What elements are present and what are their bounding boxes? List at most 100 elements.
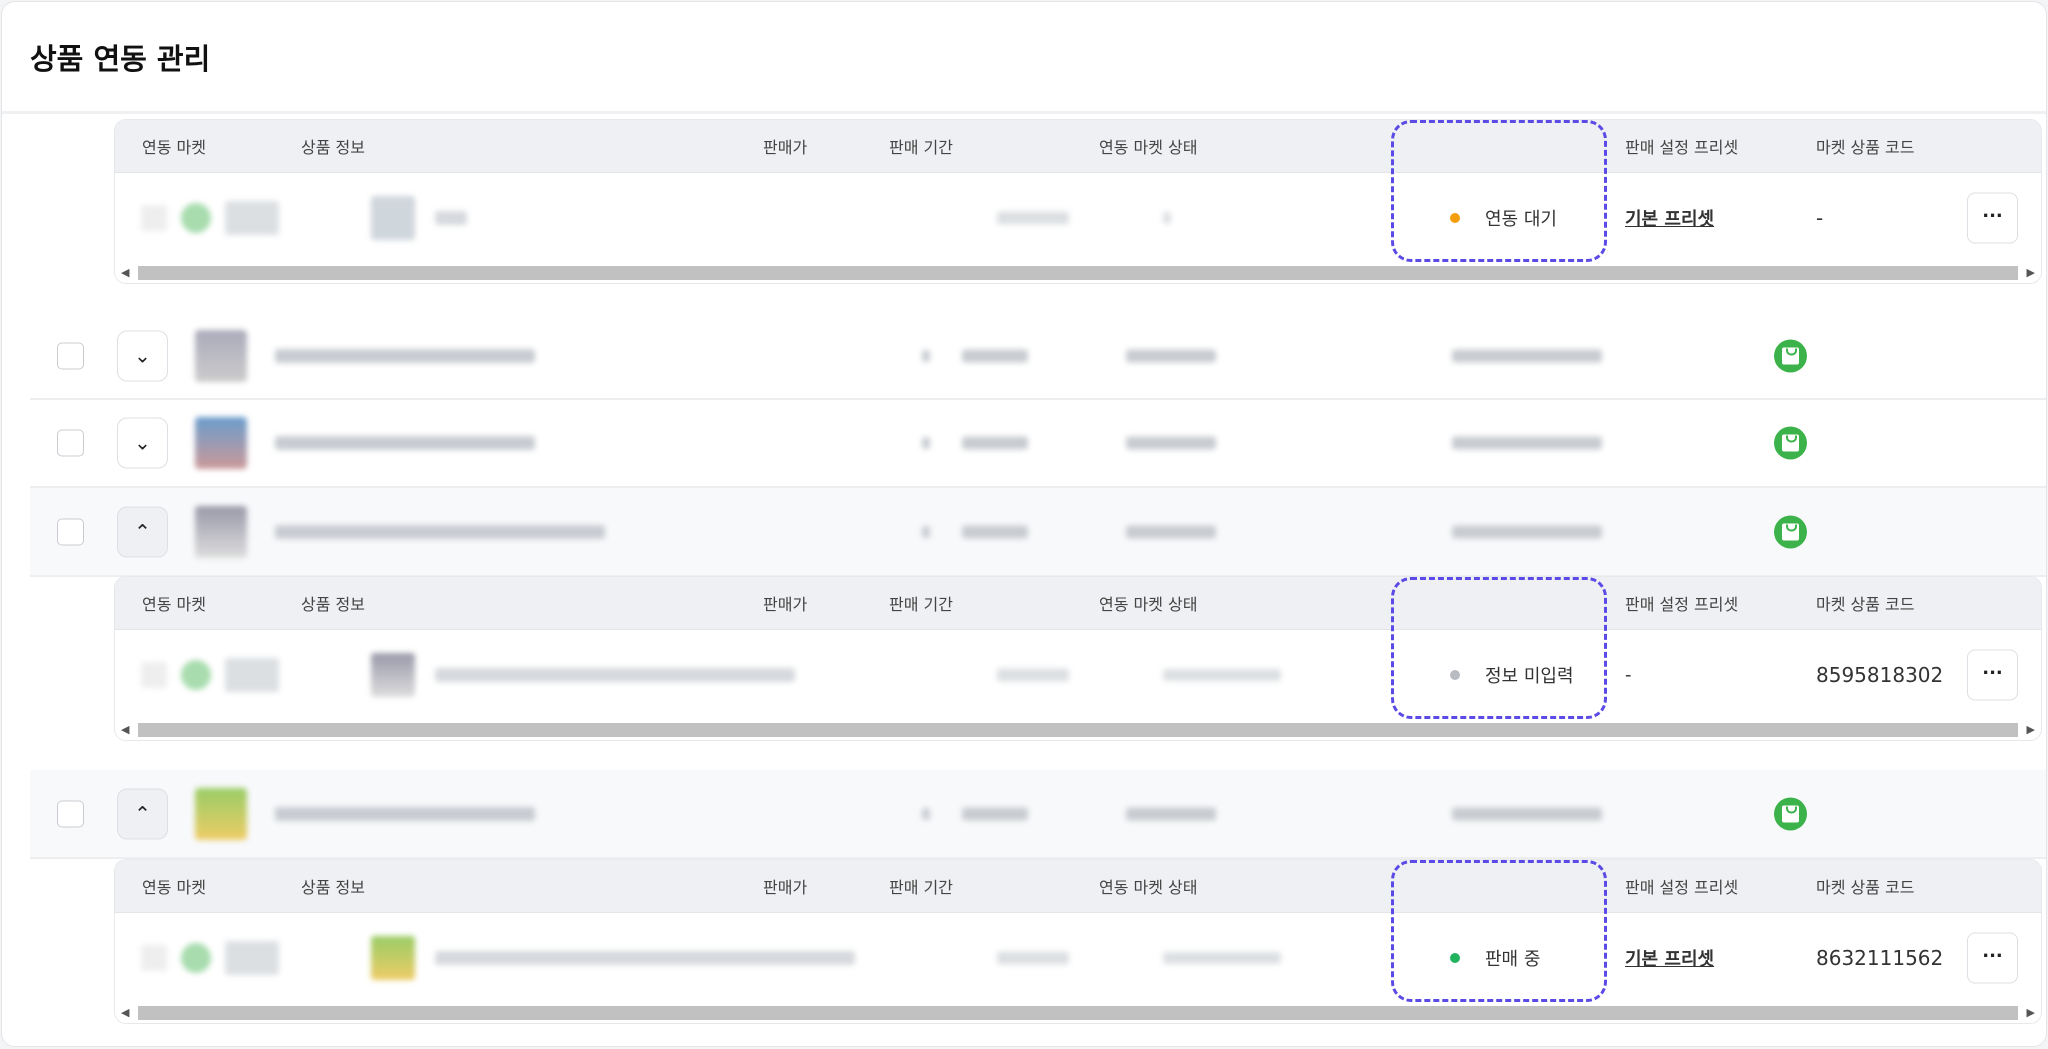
ellipsis-icon: ··· [1982, 945, 2003, 967]
product-row[interactable]: ⌄ [30, 400, 2046, 488]
blurred-value [962, 807, 1028, 820]
blurred-value [1126, 807, 1216, 820]
column-header: 연동 마켓 상태 [1099, 138, 1198, 157]
chevron-down-icon: ⌄ [134, 430, 151, 455]
column-header: 판매 설정 프리셋 [1625, 878, 1739, 897]
column-header: 판매가 [763, 878, 808, 897]
column-header: 마켓 상품 코드 [1816, 595, 1915, 614]
naver-smartstore-icon [1774, 797, 1807, 830]
blurred-value [1452, 525, 1602, 538]
column-header: 상품 정보 [301, 878, 365, 897]
scrollbar-thumb[interactable] [138, 266, 2018, 280]
row-checkbox[interactable] [57, 518, 84, 545]
product-thumbnail-blurred [371, 936, 415, 980]
column-header: 연동 마켓 상태 [1099, 878, 1198, 897]
subtable-header: 연동 마켓 상품 정보 판매가 판매 기간 연동 마켓 상태 판매 설정 프리셋 마켓 상품… [115, 577, 2041, 630]
chevron-down-icon: ⌄ [134, 343, 151, 368]
more-options-button[interactable]: ··· [1967, 649, 2018, 701]
header-divider [2, 111, 2046, 114]
product-thumbnail [195, 787, 247, 840]
expand-button[interactable]: ⌄ [117, 330, 168, 382]
row-checkbox-blurred [141, 662, 167, 688]
column-header: 연동 마켓 [142, 595, 206, 614]
blurred-value [1126, 436, 1216, 450]
row-checkbox-blurred [141, 945, 167, 971]
product-thumbnail-blurred [371, 196, 415, 240]
highlight-status-column [1391, 577, 1607, 719]
collapse-button[interactable]: ⌃ [117, 788, 168, 839]
column-header: 상품 정보 [301, 595, 365, 614]
product-row[interactable]: ⌃ [30, 770, 2046, 859]
more-options-button[interactable]: ··· [1967, 192, 2018, 244]
price-blurred [997, 211, 1069, 225]
blurred-value [922, 437, 930, 449]
column-header: 판매가 [763, 595, 808, 614]
market-logo-blurred [181, 660, 211, 690]
horizontal-scrollbar[interactable]: ◀ ▶ [115, 1003, 2041, 1023]
column-header: 판매 기간 [889, 595, 953, 614]
column-header: 상품 정보 [301, 138, 365, 157]
blurred-value [1126, 349, 1216, 363]
page-title: 상품 연동 관리 [30, 42, 211, 76]
product-row[interactable]: ⌃ [30, 488, 2046, 577]
status-dot-icon [1450, 213, 1460, 223]
product-name-blurred [435, 211, 467, 225]
column-header: 판매 기간 [889, 138, 953, 157]
preset-value: - [1625, 664, 1632, 686]
column-header: 마켓 상품 코드 [1816, 138, 1915, 157]
period-blurred [1163, 212, 1171, 224]
horizontal-scrollbar[interactable]: ◀ ▶ [115, 263, 2041, 283]
market-name-blurred [225, 658, 279, 692]
product-name-blurred [275, 436, 535, 450]
sync-status: 정보 미입력 [1485, 666, 1574, 687]
product-thumbnail [195, 330, 247, 382]
row-checkbox[interactable] [57, 429, 84, 457]
product-name-blurred [275, 349, 535, 363]
row-checkbox[interactable] [57, 342, 84, 370]
blurred-value [962, 349, 1028, 363]
highlight-status-column [1391, 120, 1607, 262]
product-thumbnail-blurred [371, 653, 415, 697]
collapse-button[interactable]: ⌃ [117, 506, 168, 557]
scrollbar-thumb[interactable] [138, 1006, 2018, 1020]
scroll-right-icon[interactable]: ▶ [2026, 723, 2035, 736]
market-name-blurred [225, 201, 279, 235]
product-name-blurred [435, 668, 795, 682]
market-subtable: 연동 마켓 상품 정보 판매가 판매 기간 연동 마켓 상태 판매 설정 프리셋 마켓 상품… [114, 859, 2042, 1024]
scroll-left-icon[interactable]: ◀ [121, 1006, 130, 1019]
subtable-row: 연동 대기 기본 프리셋 - ··· [115, 173, 2041, 263]
product-name-blurred [275, 806, 535, 821]
column-header: 판매 기간 [889, 878, 953, 897]
price-blurred [997, 668, 1069, 682]
blurred-value [922, 350, 930, 362]
blurred-value [922, 807, 930, 820]
scroll-left-icon[interactable]: ◀ [121, 723, 130, 736]
more-options-button[interactable]: ··· [1967, 932, 2018, 984]
blurred-value [1452, 436, 1602, 450]
market-logo-blurred [181, 203, 211, 233]
column-header: 연동 마켓 [142, 138, 206, 157]
price-blurred [997, 951, 1069, 965]
status-dot-icon [1450, 670, 1460, 680]
highlight-status-column [1391, 860, 1607, 1002]
scroll-right-icon[interactable]: ▶ [2026, 266, 2035, 279]
product-row[interactable]: ⌄ [30, 314, 2046, 400]
product-name-blurred [275, 524, 605, 539]
scroll-left-icon[interactable]: ◀ [121, 266, 130, 279]
column-header: 마켓 상품 코드 [1816, 878, 1915, 897]
preset-link[interactable]: 기본 프리셋 [1625, 209, 1715, 230]
market-subtable: 연동 마켓 상품 정보 판매가 판매 기간 연동 마켓 상태 판매 설정 프리셋 마켓 상품… [114, 119, 2042, 284]
column-header: 연동 마켓 상태 [1099, 595, 1198, 614]
market-subtable: 연동 마켓 상품 정보 판매가 판매 기간 연동 마켓 상태 판매 설정 프리셋 마켓 상품… [114, 576, 2042, 741]
scroll-right-icon[interactable]: ▶ [2026, 1006, 2035, 1019]
period-blurred [1163, 952, 1281, 964]
column-header: 판매 설정 프리셋 [1625, 595, 1739, 614]
expand-button[interactable]: ⌄ [117, 417, 168, 469]
scrollbar-thumb[interactable] [138, 723, 2018, 737]
row-checkbox[interactable] [57, 800, 84, 827]
column-header: 판매 설정 프리셋 [1625, 138, 1739, 157]
blurred-value [1452, 349, 1602, 363]
preset-link[interactable]: 기본 프리셋 [1625, 949, 1715, 970]
horizontal-scrollbar[interactable]: ◀ ▶ [115, 720, 2041, 740]
